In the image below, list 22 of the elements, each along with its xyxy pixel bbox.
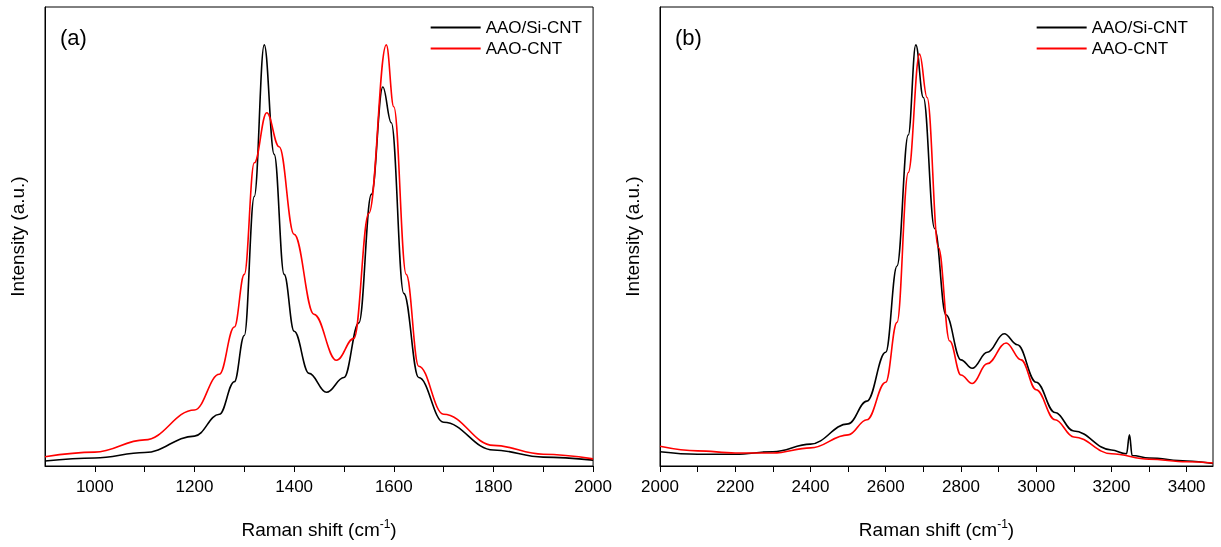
x-tick-label: 2200 xyxy=(716,477,755,496)
x-tick-label: 2000 xyxy=(574,477,612,496)
x-tick-label: 1000 xyxy=(75,477,114,496)
x-tick-label: 3400 xyxy=(1167,477,1206,496)
legend-label: AAO-CNT xyxy=(1091,39,1169,58)
x-tick-label: 3000 xyxy=(1017,477,1056,496)
annotation: (b) xyxy=(675,24,702,50)
y-axis-title: Intensity (a.u.) xyxy=(7,176,28,297)
x-tick-label: 2400 xyxy=(791,477,830,496)
y-axis-title: Intensity (a.u.) xyxy=(622,176,643,297)
x-tick-label: 1600 xyxy=(374,477,413,496)
x-tick-label: 1400 xyxy=(275,477,314,496)
x-tick-label: 2000 xyxy=(641,477,679,496)
legend-label: AAO/Si-CNT xyxy=(485,18,582,37)
x-tick-label: 1800 xyxy=(474,477,513,496)
legend-label: AAO-CNT xyxy=(485,39,563,58)
x-tick-label: 1200 xyxy=(175,477,214,496)
legend-label: AAO/Si-CNT xyxy=(1091,18,1188,37)
x-tick-label: 2800 xyxy=(942,477,980,496)
x-tick-label: 2600 xyxy=(866,477,905,496)
annotation: (a) xyxy=(60,24,87,50)
x-tick-label: 3200 xyxy=(1092,477,1131,496)
